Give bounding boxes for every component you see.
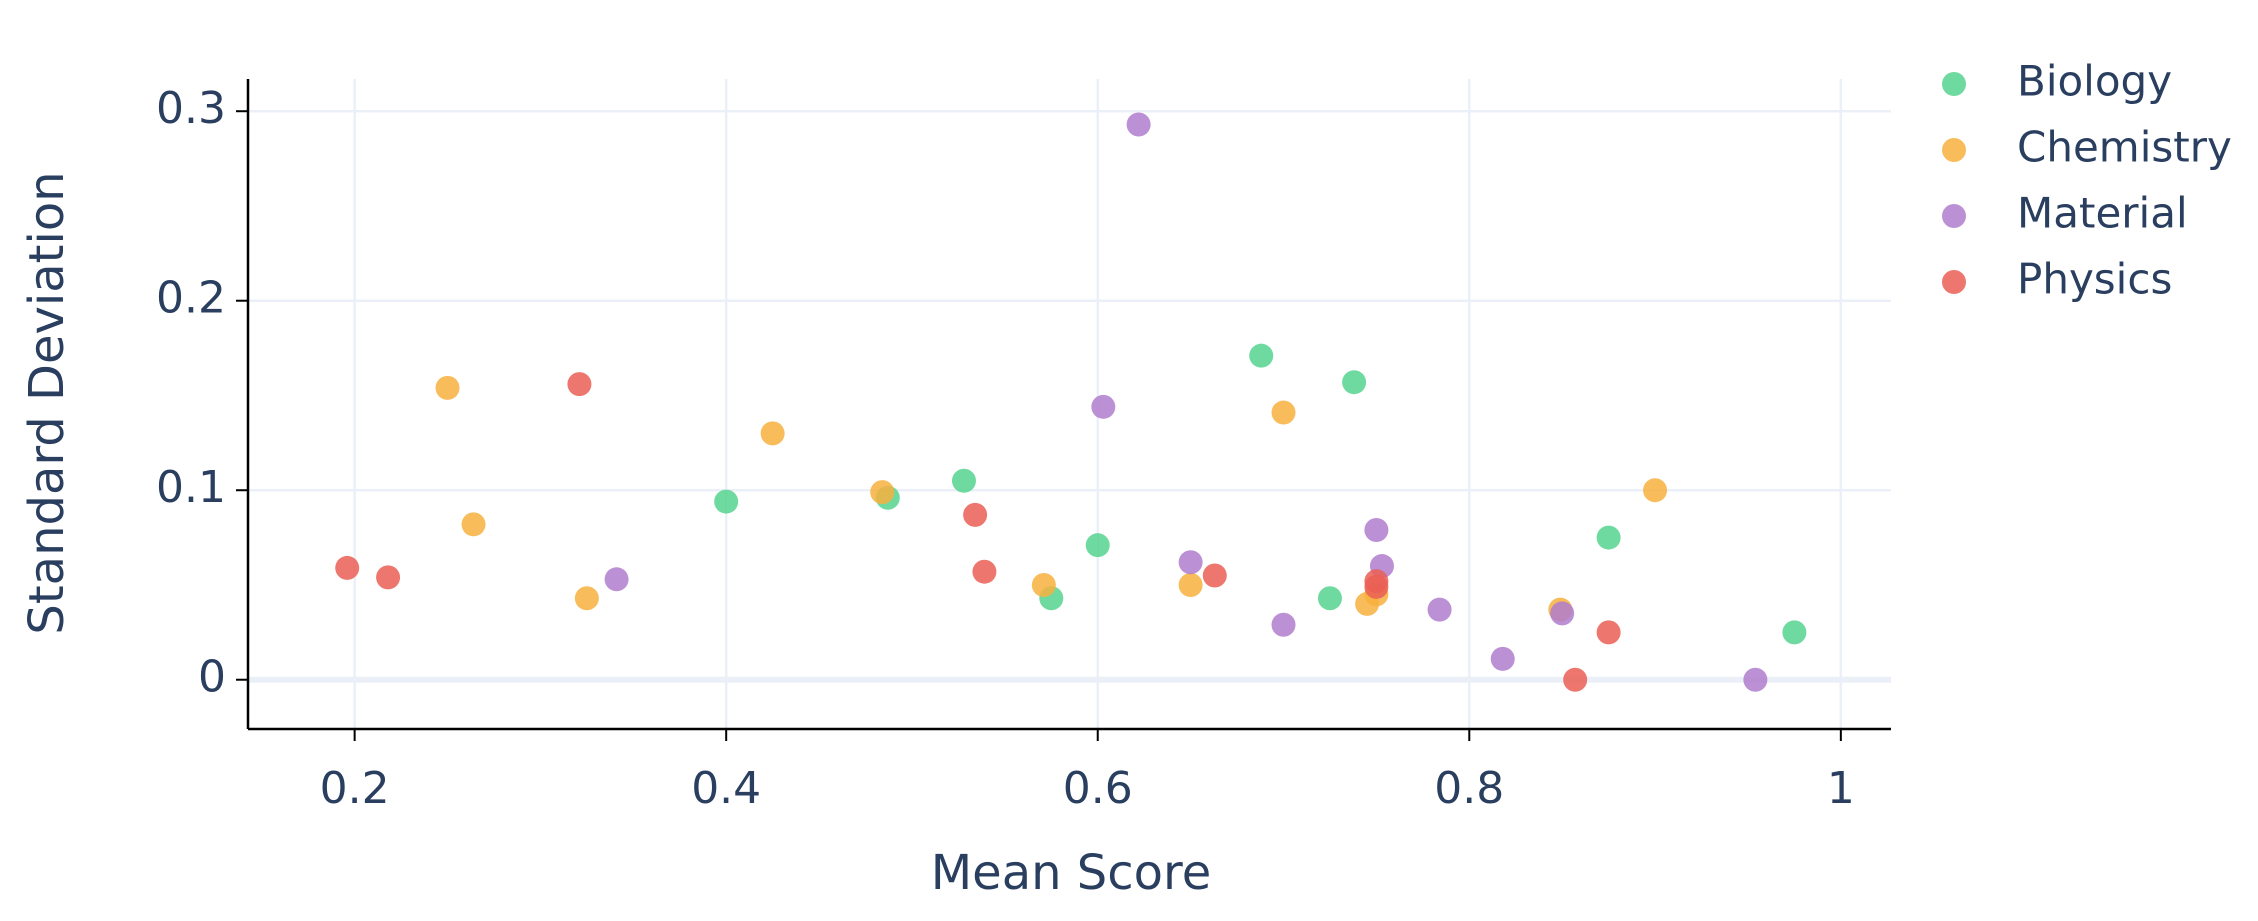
- x-tick-label: 0.4: [691, 763, 761, 814]
- point: [567, 372, 592, 397]
- point: [714, 489, 739, 514]
- point: [1202, 563, 1227, 588]
- point: [335, 555, 360, 580]
- legend-label: Physics: [2017, 255, 2172, 304]
- point: [1643, 478, 1668, 503]
- point: [435, 375, 460, 400]
- point: [1490, 646, 1515, 671]
- y-tick-label: 0.1: [156, 462, 226, 513]
- point: [1126, 112, 1151, 137]
- point: [1427, 597, 1452, 622]
- point: [1085, 533, 1110, 558]
- x-tick-label: 0.8: [1434, 763, 1504, 814]
- legend-marker: [1942, 72, 1966, 96]
- legend-marker: [1942, 138, 1966, 162]
- point: [1563, 667, 1588, 692]
- y-axis-title: Standard Deviation: [19, 171, 75, 634]
- point: [1364, 518, 1389, 543]
- point: [1342, 370, 1367, 395]
- point: [376, 565, 401, 590]
- point: [1178, 572, 1203, 597]
- point: [870, 480, 895, 505]
- point: [1271, 400, 1296, 425]
- point: [963, 502, 988, 527]
- legend-label: Material: [2017, 189, 2188, 238]
- point: [1364, 574, 1389, 599]
- point: [1091, 394, 1116, 419]
- legend-label: Biology: [2017, 57, 2172, 106]
- point: [1782, 620, 1807, 645]
- point: [1031, 572, 1056, 597]
- y-tick-label: 0.3: [156, 83, 226, 134]
- point: [1596, 620, 1621, 645]
- point: [461, 512, 486, 537]
- y-tick-label: 0.2: [156, 273, 226, 324]
- point: [1317, 586, 1342, 611]
- point: [1271, 612, 1296, 637]
- legend-marker: [1942, 270, 1966, 294]
- point: [1178, 550, 1203, 575]
- x-tick-label: 1: [1827, 763, 1855, 814]
- point: [1249, 343, 1274, 368]
- x-tick-label: 0.2: [320, 763, 390, 814]
- point: [1550, 601, 1575, 626]
- point: [1596, 525, 1621, 550]
- point: [574, 586, 599, 611]
- legend-marker: [1942, 204, 1966, 228]
- point: [604, 567, 629, 592]
- point: [1743, 667, 1768, 692]
- legend-label: Chemistry: [2017, 123, 2232, 172]
- point: [951, 468, 976, 493]
- point: [972, 559, 997, 584]
- x-tick-label: 0.6: [1063, 763, 1133, 814]
- x-axis-title: Mean Score: [931, 845, 1211, 901]
- y-tick-label: 0: [198, 652, 226, 703]
- point: [760, 421, 785, 446]
